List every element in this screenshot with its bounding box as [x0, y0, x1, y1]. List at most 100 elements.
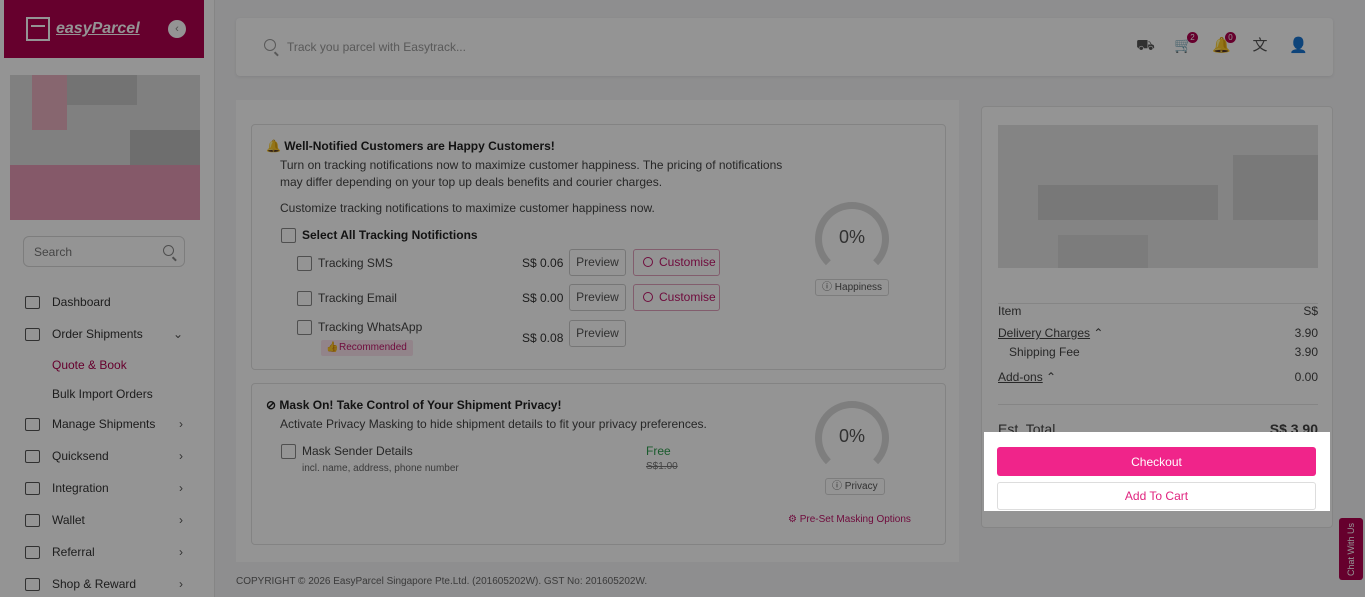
sidebar-item-dashboard[interactable]: Dashboard	[0, 286, 215, 318]
sidebar-item-label: Shop & Reward	[52, 577, 137, 591]
privacy-masking-panel: ⊘ Mask On! Take Control of Your Shipment…	[251, 383, 946, 545]
truck-icon	[25, 327, 40, 341]
top-bar: Track you parcel with Easytrack... ⛟ 🛒 2 …	[236, 18, 1333, 76]
sidebar-nav: Dashboard Order Shipments ⌄ Quote & Book…	[0, 286, 215, 597]
bag-icon	[25, 577, 40, 591]
cart-icon[interactable]: 🛒 2	[1174, 32, 1198, 54]
happiness-label: ⓘ Happiness	[815, 279, 890, 296]
logo-text: easyParcel	[56, 20, 140, 37]
notifications-desc-1: Turn on tracking notifications now to ma…	[280, 158, 783, 172]
happiness-gauge-value: 0%	[838, 227, 865, 247]
profile-banner	[10, 75, 200, 220]
sms-customise-button[interactable]: Customise	[633, 249, 720, 276]
bell-icon: 🔔	[266, 139, 281, 153]
sidebar: easyParcel ‹ Search Dashboard Order Ship…	[0, 0, 215, 597]
truck-icon[interactable]: ⛟	[1136, 37, 1155, 54]
tracking-whatsapp-checkbox[interactable]	[297, 320, 312, 335]
sidebar-item-manage-shipments[interactable]: Manage Shipments ›	[0, 408, 215, 440]
sidebar-item-label: Dashboard	[52, 295, 111, 309]
mask-sender-checkbox[interactable]	[281, 444, 296, 459]
search-icon	[163, 245, 174, 256]
privacy-desc: Activate Privacy Masking to hide shipmen…	[280, 417, 707, 431]
tracking-email-price: S$ 0.00	[522, 291, 564, 305]
chevron-right-icon: ›	[179, 449, 183, 463]
wallet-icon	[25, 513, 40, 527]
sidebar-subitem-bulk-import[interactable]: Bulk Import Orders	[52, 386, 153, 401]
sidebar-item-label: Quicksend	[52, 449, 109, 463]
chevron-right-icon: ›	[179, 577, 183, 591]
whatsapp-preview-button[interactable]: Preview	[569, 320, 626, 347]
tracking-sms-price: S$ 0.06	[522, 256, 564, 270]
select-all-label: Select All Tracking Notifictions	[302, 228, 478, 242]
add-to-cart-button[interactable]: Add To Cart	[997, 482, 1316, 510]
shipping-fee-value: 3.90	[1294, 345, 1318, 359]
translate-icon[interactable]: 文	[1252, 37, 1268, 54]
notification-count-badge: 0	[1225, 32, 1236, 43]
track-parcel-input[interactable]: Track you parcel with Easytrack...	[287, 40, 466, 54]
chat-with-us-button[interactable]: Chat With Us	[1339, 518, 1363, 580]
customize-text: Customize tracking notifications to maxi…	[280, 201, 655, 215]
mask-price-free: Free	[646, 444, 671, 458]
addons-label: Add-ons	[998, 370, 1043, 384]
preset-masking-label: Pre-Set Masking Options	[799, 514, 911, 525]
customise-label: Customise	[659, 290, 716, 304]
privacy-label-text: Privacy	[844, 481, 878, 492]
sidebar-item-referral[interactable]: Referral ›	[0, 536, 215, 568]
sms-preview-button[interactable]: Preview	[569, 249, 626, 276]
chevron-right-icon: ›	[179, 545, 183, 559]
tracking-whatsapp-price: S$ 0.08	[522, 331, 564, 345]
addons-value: 0.00	[1294, 370, 1318, 384]
user-add-icon	[25, 545, 40, 559]
delivery-charges-value: 3.90	[1294, 326, 1318, 340]
addons-row[interactable]: Add-ons ⌃ 0.00	[998, 370, 1318, 384]
email-customise-button[interactable]: Customise	[633, 284, 720, 311]
sidebar-item-label: Referral	[52, 545, 95, 559]
sidebar-item-label: Manage Shipments	[52, 417, 156, 431]
tracking-sms-checkbox[interactable]	[297, 256, 312, 271]
sidebar-item-label: Wallet	[52, 513, 85, 527]
happiness-gauge: 0%	[815, 202, 889, 276]
link-icon	[25, 481, 40, 495]
privacy-gauge-value: 0%	[838, 426, 865, 446]
chevron-right-icon: ›	[179, 481, 183, 495]
checkout-button[interactable]: Checkout	[997, 447, 1316, 476]
delivery-charges-label: Delivery Charges	[998, 326, 1091, 340]
box-icon	[25, 417, 40, 431]
happiness-label-text: Happiness	[834, 282, 883, 293]
user-icon[interactable]: 👤	[1289, 37, 1308, 54]
sidebar-item-label: Integration	[52, 481, 109, 495]
sidebar-subitem-quote-book[interactable]: Quote & Book	[52, 357, 127, 372]
bell-icon[interactable]: 🔔 0	[1212, 32, 1236, 54]
thumbs-up-icon: 👍	[326, 342, 339, 353]
sidebar-search-input[interactable]: Search	[23, 236, 185, 267]
search-icon	[264, 39, 276, 51]
chevron-up-icon: ⌃	[1093, 326, 1104, 340]
cart-count-badge: 2	[1187, 32, 1198, 43]
palette-icon	[643, 257, 653, 267]
mask-price-old: S$1.00	[646, 461, 678, 472]
chevron-right-icon: ›	[179, 513, 183, 527]
delivery-charges-row[interactable]: Delivery Charges ⌃ 3.90	[998, 326, 1318, 340]
tracking-notifications-panel: 🔔 Well-Notified Customers are Happy Cust…	[251, 124, 946, 370]
customise-label: Customise	[659, 255, 716, 269]
email-preview-button[interactable]: Preview	[569, 284, 626, 311]
mask-sender-label: Mask Sender Details	[302, 444, 413, 458]
privacy-label: ⓘ Privacy	[825, 478, 885, 495]
summary-item-row: Item S$	[998, 303, 1318, 318]
sidebar-item-integration[interactable]: Integration ›	[0, 472, 215, 504]
currency-label: S$	[1303, 304, 1318, 318]
courier-preview-image	[998, 125, 1318, 268]
sidebar-item-shop-reward[interactable]: Shop & Reward ›	[0, 568, 215, 597]
privacy-gauge: 0%	[815, 401, 889, 475]
preset-masking-link[interactable]: ⚙ Pre-Set Masking Options	[788, 514, 911, 525]
tracking-email-label: Tracking Email	[318, 291, 397, 305]
sidebar-item-quicksend[interactable]: Quicksend ›	[0, 440, 215, 472]
sidebar-item-wallet[interactable]: Wallet ›	[0, 504, 215, 536]
chart-icon	[25, 295, 40, 309]
tracking-email-checkbox[interactable]	[297, 291, 312, 306]
mask-sender-sub: incl. name, address, phone number	[302, 463, 459, 474]
privacy-title: ⊘ Mask On! Take Control of Your Shipment…	[266, 398, 561, 412]
select-all-checkbox[interactable]	[281, 228, 296, 243]
collapse-sidebar-button[interactable]: ‹	[168, 20, 186, 38]
sidebar-item-order-shipments[interactable]: Order Shipments ⌄	[0, 318, 215, 350]
